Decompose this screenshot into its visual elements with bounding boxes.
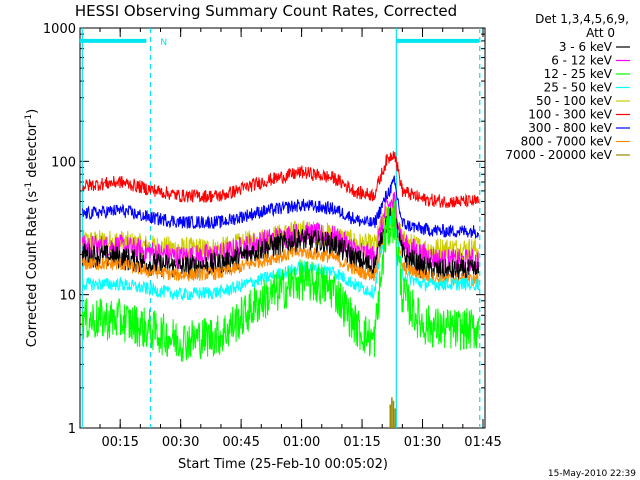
y-tick-label: 10 (59, 289, 76, 304)
series-line (81, 211, 479, 301)
y-axis-label-sup1: -1 (24, 182, 34, 191)
legend-entry-label: 7000 - 20000 keV (505, 148, 612, 162)
x-axis-label: Start Time (25-Feb-10 00:05:02) (178, 457, 388, 472)
series-line (81, 201, 479, 362)
timestamp: 15-May-2010 22:39 (548, 469, 636, 479)
legend-entry-label: 6 - 12 keV (551, 54, 613, 68)
bar-label: N (160, 38, 167, 48)
plot-frame (79, 27, 486, 429)
x-tick-label: 00:15 (101, 435, 138, 450)
legend-entry-label: 800 - 7000 keV (521, 135, 613, 149)
interval-markers (81, 28, 481, 428)
x-tick-label: 01:30 (404, 435, 441, 450)
legend-entry-label: 25 - 50 keV (544, 81, 613, 95)
chart-title: HESSI Observing Summary Count Rates, Cor… (75, 2, 457, 20)
series-lines (81, 151, 479, 428)
y-tick-label: 1000 (43, 22, 76, 37)
legend-entry-label: 12 - 25 keV (544, 67, 613, 81)
legend-entry-label: 50 - 100 keV (536, 94, 613, 108)
observing-bars: N (79, 38, 479, 48)
x-tick-label: 01:45 (464, 435, 501, 450)
legend-header-1: Det 1,3,4,5,6,9, (535, 12, 629, 26)
x-axis: 00:15 00:30 00:45 01:00 01:15 01:30 01:45 (99, 28, 502, 450)
y-axis-label-end: ) (25, 109, 40, 114)
y-tick-label: 100 (51, 155, 76, 170)
y-axis-label-sup2: -1 (24, 114, 34, 123)
legend-entry-label: 3 - 6 keV (559, 40, 613, 54)
legend-entry-label: 300 - 800 keV (528, 121, 612, 135)
x-tick-label: 01:00 (283, 435, 320, 450)
series-line (81, 215, 479, 286)
y-axis: 1 10 100 1000 (43, 22, 485, 437)
legend-header-2: Att 0 (586, 26, 615, 40)
legend-entry-label: 100 - 300 keV (528, 108, 612, 122)
series-line (81, 151, 479, 209)
y-axis-label-main: Corrected Count Rate (s (25, 191, 40, 348)
x-tick-label: 00:45 (222, 435, 259, 450)
series-line (81, 205, 479, 284)
y-axis-label-mid: detector (25, 122, 40, 182)
y-axis-label: Corrected Count Rate (s-1 detector-1) (24, 109, 40, 347)
x-tick-label: 01:15 (343, 435, 380, 450)
x-tick-label: 00:30 (162, 435, 199, 450)
y-tick-label: 1 (68, 422, 76, 437)
series-line (81, 175, 479, 240)
